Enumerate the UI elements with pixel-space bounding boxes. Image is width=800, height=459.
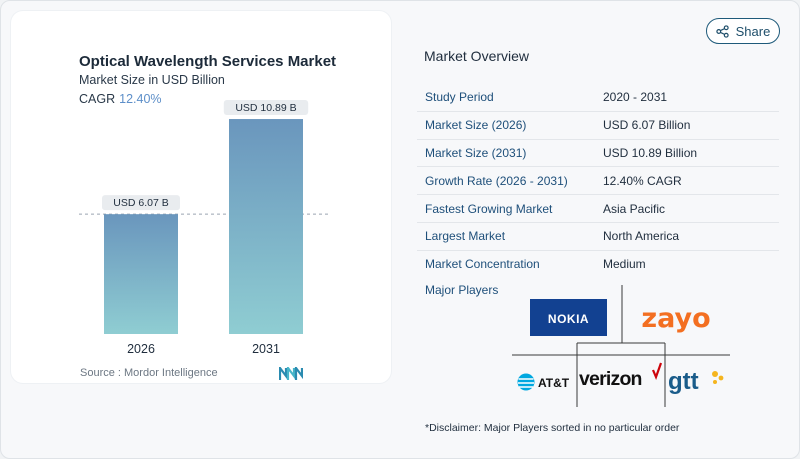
table-row: Growth Rate (2026 - 2031) 12.40% CAGR xyxy=(417,167,779,196)
player-att: AT&T xyxy=(538,376,570,390)
row-key: Market Concentration xyxy=(425,257,540,272)
share-icon xyxy=(715,24,729,38)
row-key: Largest Market xyxy=(425,229,506,244)
table-row: Largest Market North America xyxy=(417,223,779,251)
major-players-label: Major Players xyxy=(425,283,499,297)
player-gtt: gtt xyxy=(668,368,699,395)
x-tick-label: 2031 xyxy=(252,342,280,356)
cagr-line: CAGR 12.40% xyxy=(79,92,162,106)
row-value: Medium xyxy=(603,257,646,272)
row-key: Market Size (2031) xyxy=(425,145,527,160)
table-row: Study Period 2020 - 2031 xyxy=(417,84,779,112)
chart-title: Optical Wavelength Services Market xyxy=(79,53,337,70)
chart-subtitle: Market Size in USD Billion xyxy=(79,73,225,87)
row-value: 2020 - 2031 xyxy=(603,90,668,105)
data-label-pill xyxy=(102,195,180,211)
row-value: North America xyxy=(603,229,680,244)
player-verizon: verizon xyxy=(579,368,642,390)
chart-source: Source : Mordor Intelligence xyxy=(80,367,218,379)
market-overview-title: Market Overview xyxy=(424,48,530,64)
bar-2026 xyxy=(104,214,178,334)
chart-card: USD 6.07 B 2026 USD 10.89 B 2031 Optical Wa… xyxy=(11,11,391,383)
share-label: Share xyxy=(735,23,771,39)
bar-2031 xyxy=(229,119,303,335)
x-tick-label: 2026 xyxy=(127,342,155,356)
row-value: 12.40% CAGR xyxy=(603,173,682,188)
player-zayo: zayo xyxy=(641,303,710,334)
cagr-value: 12.40% xyxy=(119,92,162,106)
bar-chart: USD 6.07 B 2026 USD 10.89 B 2031 xyxy=(79,100,329,356)
row-value: Asia Pacific xyxy=(603,201,666,216)
row-key: Growth Rate (2026 - 2031) xyxy=(425,173,568,188)
nokia-logo: NOKIA xyxy=(530,299,607,336)
table-row: Fastest Growing Market Asia Pacific xyxy=(417,195,779,223)
cagr-label: CAGR xyxy=(79,92,116,106)
row-key: Fastest Growing Market xyxy=(425,201,553,216)
verizon-logo: verizon xyxy=(579,362,663,390)
verizon-check-icon xyxy=(651,362,663,381)
market-overview-table: Study Period 2020 - 2031 Market Size (202… xyxy=(417,84,779,278)
disclaimer: *Disclaimer: Major Players sorted in no … xyxy=(425,422,680,434)
row-key: Market Size (2026) xyxy=(425,118,527,133)
row-key: Study Period xyxy=(425,90,494,105)
data-label-pill xyxy=(223,100,309,116)
row-value: USD 6.07 Billion xyxy=(603,118,691,133)
major-players-logos: NOKIA zayo AT&T verizon gtt xyxy=(512,285,730,407)
att-globe-icon xyxy=(517,373,535,391)
table-row: Market Size (2026) USD 6.07 Billion xyxy=(417,112,779,140)
player-nokia: NOKIA xyxy=(548,312,589,326)
att-logo: AT&T xyxy=(517,373,570,391)
table-row: Market Concentration Medium xyxy=(417,251,779,278)
row-value: USD 10.89 Billion xyxy=(603,145,698,160)
mordor-intelligence-logo-icon xyxy=(279,367,303,380)
share-button[interactable]: Share xyxy=(706,18,780,44)
gtt-logo: gtt xyxy=(668,368,724,395)
data-label: USD 6.07 B xyxy=(113,197,168,209)
table-row: Market Size (2031) USD 10.89 Billion xyxy=(417,140,779,168)
data-label: USD 10.89 B xyxy=(235,102,296,114)
